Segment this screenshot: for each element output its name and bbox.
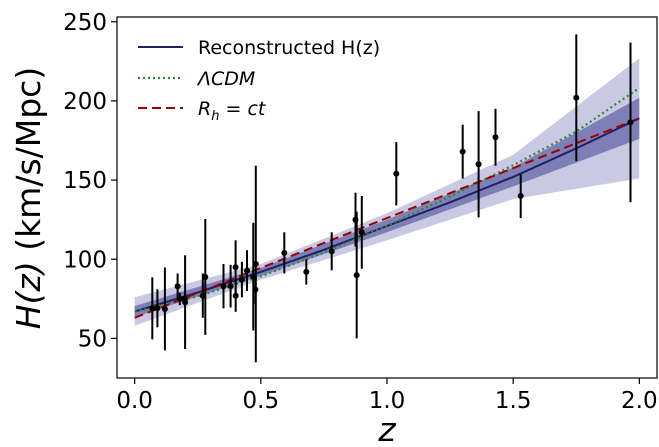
legend-label-rhct-sub: h — [211, 109, 219, 124]
data-point — [358, 229, 365, 236]
data-point — [176, 295, 183, 302]
data-point — [174, 283, 181, 290]
y-tick-label: 150 — [63, 168, 107, 194]
data-point — [353, 272, 360, 279]
x-tick-label: 0.0 — [116, 388, 153, 414]
data-point — [252, 261, 259, 267]
data-point — [303, 268, 310, 275]
legend-label-rhct-eq: = — [219, 98, 247, 120]
data-point — [281, 249, 288, 256]
data-point — [244, 267, 250, 274]
legend: Reconstructed H(z) ΛCDM Rh = ct — [138, 37, 380, 124]
data-point — [459, 148, 466, 155]
data-point — [149, 305, 156, 312]
data-point — [328, 248, 335, 255]
y-axis-label: H(z) (km/s/Mpc) — [9, 67, 48, 329]
x-tick-label: 2.0 — [621, 388, 658, 414]
y-tick-label: 50 — [78, 326, 107, 352]
data-point — [475, 161, 482, 168]
legend-label-reconstructed: Reconstructed H(z) — [198, 37, 380, 59]
y-axis-label-var: H(z) — [9, 261, 48, 329]
data-point — [393, 170, 400, 177]
data-point — [220, 283, 227, 290]
y-tick-label: 100 — [63, 247, 107, 273]
data-point — [161, 306, 168, 312]
y-axis-ticks: 50 100 150 200 250 — [63, 10, 117, 352]
x-tick-label: 0.5 — [243, 388, 280, 414]
y-axis-label-unit: (km/s/Mpc) — [9, 67, 48, 262]
data-point — [627, 119, 634, 126]
x-axis-label: z — [377, 410, 396, 447]
data-point — [182, 299, 189, 306]
y-tick-label: 200 — [63, 89, 107, 115]
x-axis-ticks: 0.0 0.5 1.0 1.5 2.0 — [116, 378, 658, 414]
model-lines — [134, 86, 640, 319]
data-points — [149, 34, 634, 363]
line-rhct — [134, 117, 640, 319]
legend-label-rhct-ct: ct — [247, 98, 266, 120]
data-point — [517, 192, 524, 199]
legend-label-rhct-r: R — [198, 98, 211, 120]
data-point — [238, 276, 245, 283]
y-tick-label: 250 — [63, 10, 107, 36]
data-point — [232, 264, 239, 271]
data-point — [573, 94, 580, 101]
legend-label-lcdm: ΛCDM — [196, 68, 255, 90]
x-tick-label: 1.0 — [369, 388, 406, 414]
legend-label-rhct: Rh = ct — [198, 98, 267, 124]
data-point — [154, 305, 161, 312]
x-tick-label: 1.5 — [495, 388, 532, 414]
line-lcdm — [134, 86, 640, 313]
data-point — [232, 292, 239, 299]
data-point — [202, 274, 209, 280]
data-point — [227, 283, 234, 290]
data-point — [492, 134, 499, 141]
